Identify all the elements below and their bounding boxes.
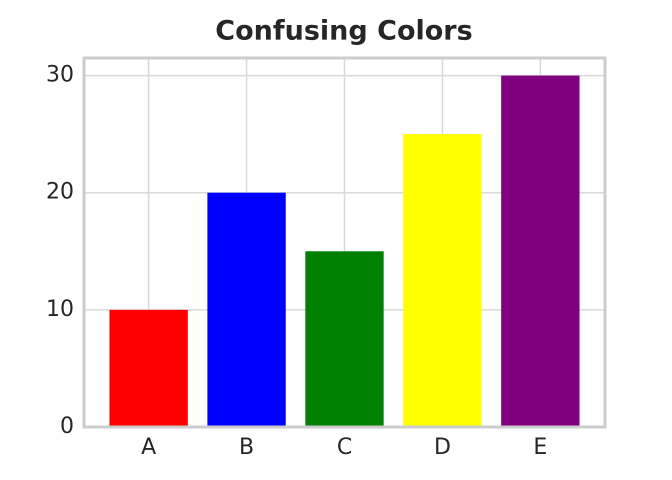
x-tick-label: E: [533, 435, 547, 460]
x-tick-label: C: [337, 435, 352, 460]
plot-frame: [82, 56, 607, 429]
x-tick-label: A: [141, 435, 156, 460]
chart-title: Confusing Colors: [215, 16, 472, 47]
y-tick-label: 20: [46, 180, 74, 205]
x-tick-label: B: [239, 435, 254, 460]
bar: [501, 75, 580, 428]
y-tick-label: 30: [46, 63, 74, 88]
x-tick-label: D: [434, 435, 451, 460]
y-tick-label: 10: [46, 297, 74, 322]
bar: [403, 134, 482, 427]
bar: [207, 192, 286, 427]
bar: [305, 251, 384, 427]
y-tick-label: 0: [60, 414, 74, 439]
bar: [109, 309, 188, 427]
